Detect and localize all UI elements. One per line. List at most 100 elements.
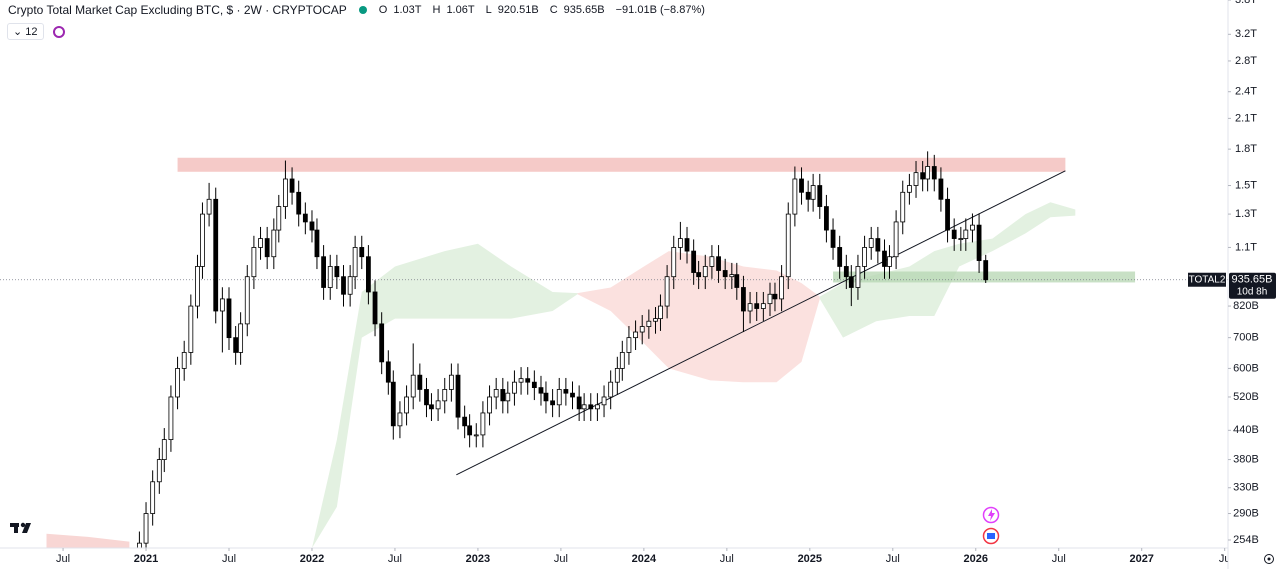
candle-body (206, 198, 212, 215)
candle-body (372, 291, 378, 325)
candle-body (855, 266, 861, 288)
candle-body (799, 178, 804, 193)
candle-body (347, 276, 353, 295)
settings-icon[interactable] (1264, 554, 1274, 564)
candle-body (251, 247, 257, 278)
y-tick-label: 1.5T (1235, 179, 1257, 191)
symbol-label-box (1188, 272, 1226, 287)
candle-body (226, 298, 232, 339)
candle-body (341, 276, 346, 295)
candle-body (671, 247, 677, 278)
candle-body (314, 229, 320, 258)
candle-body (175, 368, 180, 398)
indicators-toggle[interactable]: ⌄ 12 (7, 23, 44, 40)
candle-body (352, 247, 358, 278)
y-tick-label: 2.1T (1235, 112, 1257, 124)
candle-body (359, 247, 365, 258)
candle-body (882, 250, 887, 267)
candle-body (958, 238, 964, 240)
price-label-box (1229, 272, 1276, 299)
y-tick-label: 330B (1233, 482, 1259, 494)
candle-body (518, 378, 524, 383)
candle-body (976, 224, 982, 261)
candle-body (188, 305, 194, 353)
candle-body (913, 172, 919, 186)
candle-body (848, 276, 854, 288)
candle-body (321, 256, 326, 288)
candle-body (258, 238, 263, 248)
y-tick-label: 3.2T (1235, 28, 1257, 40)
candle-body (588, 404, 594, 410)
candle-body (271, 229, 277, 258)
y-tick-label: 3.8T (1235, 0, 1257, 6)
ohlc-key: H (432, 4, 441, 16)
candle-body (983, 260, 989, 281)
candle-body (505, 392, 511, 402)
candle-body (747, 303, 753, 312)
y-tick-label: 820B (1233, 300, 1259, 312)
candle-body (938, 178, 944, 200)
candle-body (817, 185, 823, 207)
candle-body (900, 191, 906, 223)
candle-body (410, 374, 416, 398)
candle-body (614, 368, 620, 383)
candle-body (289, 178, 295, 193)
candle-body (754, 303, 760, 309)
candle-body (970, 224, 975, 231)
candle-body (385, 361, 391, 383)
candle-body (653, 318, 658, 322)
candle-body (429, 404, 434, 410)
candle-body (512, 381, 517, 394)
candle-body (945, 198, 950, 231)
candle-body (238, 323, 244, 353)
x-tick-label: 2022 (300, 553, 324, 565)
candle-body (702, 266, 708, 278)
candle-body (691, 250, 697, 273)
x-tick-label: Jul (554, 553, 568, 565)
y-tick-label: 700B (1233, 332, 1259, 344)
candle-body (906, 185, 912, 193)
candle-body (619, 352, 625, 369)
candle-body (264, 238, 270, 258)
candle-body (716, 256, 721, 271)
candle-body (233, 337, 239, 353)
candle-body (390, 381, 396, 427)
candle-body (136, 542, 142, 548)
candle-body (462, 416, 468, 427)
sync-icon[interactable] (52, 25, 66, 39)
candle-body (951, 229, 957, 239)
candle-body (404, 396, 409, 414)
change: −91.01B (−8.87%) (615, 4, 705, 16)
candle-body (467, 425, 473, 436)
price-zone (177, 157, 1066, 172)
candle-body (455, 374, 461, 418)
ichimoku-cloud (46, 533, 130, 548)
candle-body (868, 238, 874, 248)
y-tick-label: 600B (1233, 362, 1259, 374)
candle-body (570, 392, 575, 398)
candle-body (581, 404, 587, 410)
candle-body (887, 256, 892, 267)
tv-logo (10, 522, 31, 533)
candle-body (729, 274, 735, 278)
candle-body (296, 191, 302, 215)
candle-body (276, 206, 282, 231)
candle-body (767, 293, 773, 305)
candle-body (608, 381, 614, 398)
candle-body (181, 352, 187, 369)
candle-body (550, 400, 555, 406)
legend-header: Crypto Total Market Cap Excluding BTC, $… (8, 3, 710, 17)
candle-body (925, 166, 931, 180)
toolbar: ⌄ 12 (7, 23, 66, 40)
y-tick-label: 520B (1233, 391, 1259, 403)
candle-body (168, 396, 174, 441)
candle-body (327, 266, 333, 288)
candle-body (875, 238, 881, 252)
candle-body (435, 400, 441, 410)
candle-body (595, 404, 600, 410)
x-axis: Jul 2021 Jul 2022 Jul 2023 Jul 2024 Jul 2025 Jul 20… (56, 548, 1228, 565)
candle-body (633, 331, 638, 339)
candle-body (805, 191, 811, 200)
y-tick-label: 1.3T (1235, 208, 1257, 220)
candle-body (862, 247, 867, 267)
